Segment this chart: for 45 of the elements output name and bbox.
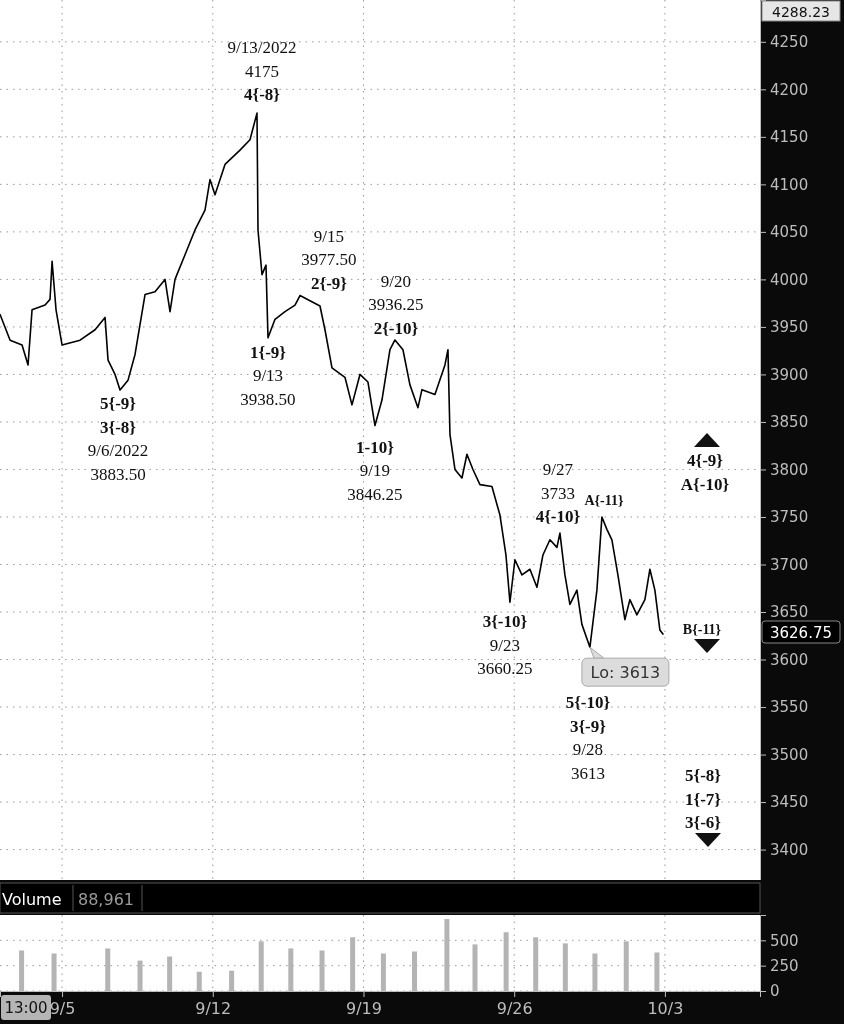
annotation: 3{-10} 9/23 3660.25 xyxy=(477,612,533,679)
y-tick-label: 0 xyxy=(770,982,780,1001)
y-tick-label: 250 xyxy=(770,956,799,975)
y-tick-label: 4100 xyxy=(770,175,809,194)
annotation: 9/20 3936.25 2{-10} xyxy=(368,271,424,338)
y-tick-label: 4000 xyxy=(770,270,809,289)
text: 3626.75 xyxy=(769,624,833,642)
text: 4288.23 xyxy=(772,4,830,20)
x-tick-label: 10/3 xyxy=(647,999,684,1019)
chart-subtitle: 88,961 xyxy=(78,890,134,909)
x-tick-label: 9/19 xyxy=(346,999,382,1019)
y-tick-label: 4050 xyxy=(770,223,809,242)
y-tick-label: 3900 xyxy=(770,365,809,384)
chart-title: Volume xyxy=(2,890,62,909)
annotation: B{-11} xyxy=(682,622,722,637)
annotation: 5{-8} 1{-7} 3{-6} xyxy=(684,766,722,832)
y-tick-label: 4150 xyxy=(770,128,809,147)
text: 13:00 xyxy=(4,999,48,1017)
x-tick-label: 9/26 xyxy=(496,999,533,1019)
annotation: 9/27 3733 4{-10} xyxy=(535,460,581,527)
y-tick-label: 3550 xyxy=(770,698,809,717)
annotation: 1-10} 9/19 3846.25 xyxy=(347,437,403,504)
y-tick-label: 3750 xyxy=(770,508,809,527)
y-tick-label: 3600 xyxy=(770,650,809,669)
annotation: 4{-9} A{-10} xyxy=(680,451,730,494)
x-tick-label: 9/5 xyxy=(49,999,76,1019)
x-tick-label: 9/12 xyxy=(195,999,232,1019)
y-tick-label: 3650 xyxy=(770,603,809,622)
annotation: A{-11} xyxy=(584,492,624,508)
annotation: 9/15 3977.50 2{-9} xyxy=(301,226,357,293)
y-tick-label: 3450 xyxy=(770,793,809,812)
annotation: Lo: 3613 xyxy=(590,663,661,683)
y-tick-label: 3700 xyxy=(770,555,809,574)
y-tick-label: 4200 xyxy=(770,80,809,99)
annotation: 5{-10} 3{-9} 9/28 3613 xyxy=(565,693,611,783)
y-tick-label: 3800 xyxy=(770,460,809,479)
annotation: 5{-9} 3{-8} 9/6/2022 3883.50 xyxy=(87,394,149,484)
y-tick-label: 500 xyxy=(770,931,799,950)
y-tick-label: 3400 xyxy=(770,840,809,859)
y-tick-label: 4250 xyxy=(770,33,809,52)
annotation: 1{-9} 9/13 3938.50 xyxy=(240,342,296,409)
y-tick-label: 3950 xyxy=(770,318,809,337)
y-tick-label: 3500 xyxy=(770,745,809,764)
y-tick-label: 3850 xyxy=(770,413,809,432)
annotation: 9/13/2022 4175 4{-8} xyxy=(227,38,297,105)
